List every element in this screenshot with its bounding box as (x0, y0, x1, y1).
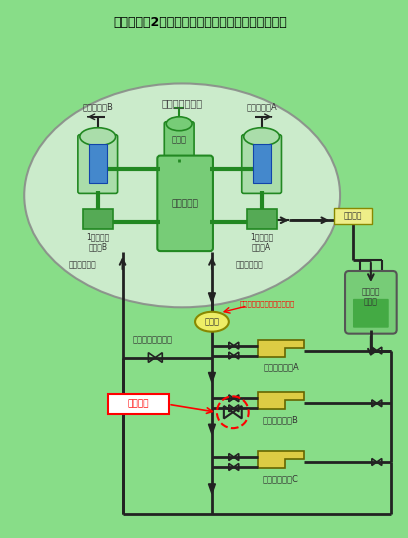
Text: 今回の対策で設置する圧力計: 今回の対策で設置する圧力計 (240, 301, 295, 307)
Text: 封水注入系統: 封水注入系統 (236, 260, 264, 269)
Text: 1次冷却材
ポンプB: 1次冷却材 ポンプB (86, 232, 109, 252)
Text: 体積制御
タンク: 体積制御 タンク (361, 287, 380, 306)
Polygon shape (257, 392, 304, 409)
Text: 充てんポンプA: 充てんポンプA (263, 363, 299, 372)
Text: 充てん流量調整弁: 充てん流量調整弁 (132, 336, 172, 345)
Polygon shape (257, 451, 304, 468)
Polygon shape (208, 293, 215, 303)
FancyBboxPatch shape (242, 134, 282, 193)
Text: 伊方発電所2号機　充てんポンプまわり概略系統図: 伊方発電所2号機 充てんポンプまわり概略系統図 (113, 16, 287, 29)
Ellipse shape (195, 312, 229, 331)
Polygon shape (208, 372, 215, 383)
Polygon shape (257, 339, 304, 357)
FancyBboxPatch shape (353, 299, 389, 328)
Text: 原子炉格納容器: 原子炉格納容器 (162, 98, 203, 108)
Text: 蒸気発生器B: 蒸気発生器B (82, 103, 113, 112)
Text: 浄化装置: 浄化装置 (344, 212, 362, 221)
Text: 充てんポンプB: 充てんポンプB (263, 415, 299, 424)
Text: 圧力計: 圧力計 (204, 317, 220, 326)
Text: 蒸気発生器A: 蒸気発生器A (246, 103, 277, 112)
Text: 封水注入系統: 封水注入系統 (69, 260, 97, 269)
FancyBboxPatch shape (334, 208, 372, 224)
Bar (247, 209, 277, 229)
FancyBboxPatch shape (108, 394, 169, 414)
Polygon shape (208, 424, 215, 434)
Bar (89, 144, 106, 183)
Bar (253, 144, 271, 183)
Bar (83, 209, 113, 229)
Ellipse shape (24, 83, 340, 307)
Ellipse shape (244, 128, 279, 146)
Ellipse shape (166, 117, 192, 131)
FancyBboxPatch shape (164, 122, 194, 164)
Text: 当該関弁: 当該関弁 (128, 400, 149, 409)
Polygon shape (208, 484, 215, 494)
FancyBboxPatch shape (345, 271, 397, 334)
Text: 1次冷却材
ポンプA: 1次冷却材 ポンプA (250, 232, 273, 252)
FancyBboxPatch shape (78, 134, 118, 193)
Text: 加圧器: 加圧器 (172, 135, 187, 144)
Text: 充てんポンプC: 充てんポンプC (263, 474, 299, 483)
FancyBboxPatch shape (157, 155, 213, 251)
Text: 原子炉容器: 原子炉容器 (172, 199, 199, 208)
Ellipse shape (80, 128, 115, 146)
